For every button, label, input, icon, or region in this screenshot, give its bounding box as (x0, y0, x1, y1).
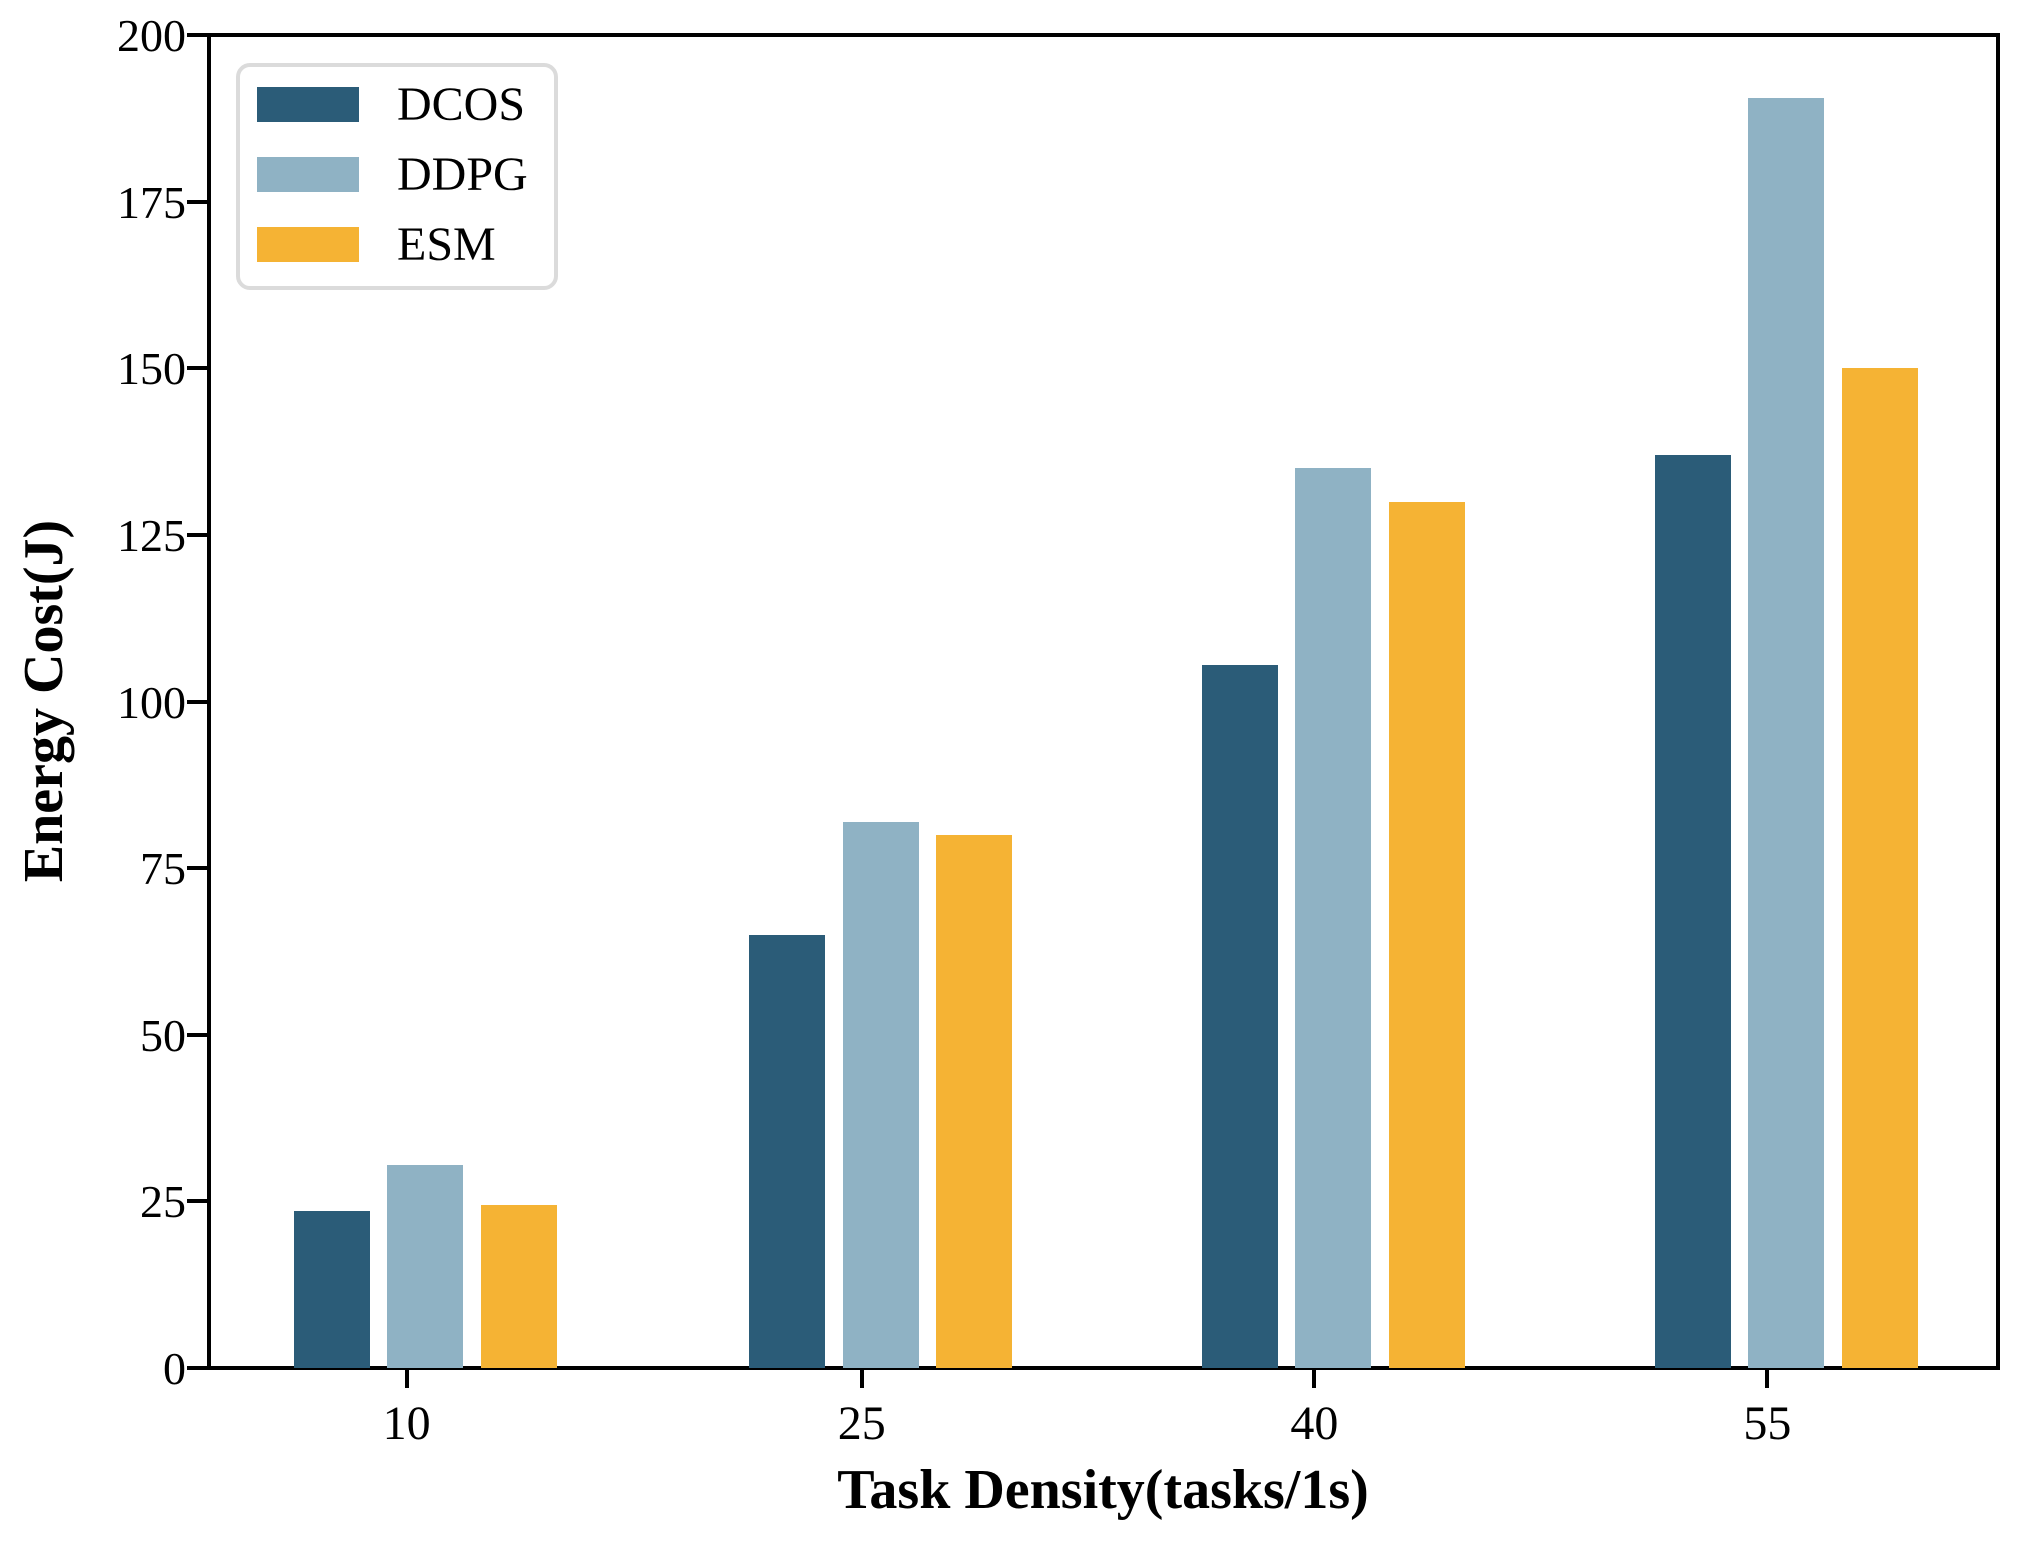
y-tick-label-100: 100 (117, 676, 186, 728)
legend-item-esm: ESM (257, 220, 554, 268)
legend-item-dcos: DCOS (257, 80, 554, 128)
plot-frame (207, 33, 2000, 1370)
x-tick-label-25: 25 (837, 1397, 886, 1450)
y-tick-mark-150 (187, 366, 209, 371)
bar-esm-10 (481, 1204, 557, 1368)
y-tick-label-0: 0 (163, 1343, 186, 1394)
x-tick-mark-10 (404, 1368, 409, 1388)
bar-esm-25 (936, 834, 1013, 1368)
y-tick-label-50: 50 (140, 1009, 186, 1061)
x-tick-mark-55 (1765, 1368, 1770, 1388)
legend-label-esm: ESM (397, 217, 496, 271)
x-tick-mark-40 (1312, 1368, 1317, 1388)
y-tick-label-125: 125 (117, 509, 186, 561)
bar-ddpg-40 (1295, 468, 1372, 1368)
legend-label-dcos: DCOS (397, 77, 526, 131)
legend-swatch-ddpg (257, 157, 359, 192)
y-tick-label-75: 75 (140, 843, 186, 895)
y-tick-label-175: 175 (117, 176, 186, 228)
y-tick-label-25: 25 (140, 1176, 186, 1228)
legend: DCOS DDPG ESM (236, 63, 558, 290)
bar-ddpg-55 (1748, 98, 1825, 1368)
y-tick-label-150: 150 (117, 343, 186, 395)
x-axis-label: Task Density(tasks/1s) (837, 1459, 1369, 1521)
legend-item-ddpg: DDPG (257, 150, 554, 198)
bar-esm-55 (1841, 368, 1918, 1368)
y-tick-mark-100 (187, 699, 209, 704)
y-tick-mark-175 (187, 199, 209, 204)
bar-dcos-10 (293, 1211, 370, 1368)
bar-esm-40 (1388, 501, 1465, 1368)
legend-swatch-dcos (257, 87, 359, 122)
y-tick-mark-200 (187, 33, 209, 37)
bar-ddpg-10 (387, 1164, 464, 1368)
bar-ddpg-25 (842, 821, 919, 1368)
plot-area (209, 35, 1998, 1368)
x-tick-label-55: 55 (1743, 1397, 1792, 1450)
bar-dcos-25 (748, 934, 825, 1368)
x-tick-label-40: 40 (1290, 1397, 1339, 1450)
x-tick-label-10: 10 (382, 1397, 431, 1450)
y-tick-mark-125 (187, 532, 209, 537)
y-tick-mark-75 (187, 866, 209, 871)
y-tick-mark-50 (187, 1032, 209, 1037)
bar-dcos-40 (1201, 664, 1278, 1368)
y-axis-label: Energy Cost(J) (13, 519, 75, 883)
x-tick-mark-25 (859, 1368, 864, 1388)
y-tick-mark-0 (187, 1366, 209, 1370)
legend-label-ddpg: DDPG (397, 147, 528, 201)
y-tick-label-200: 200 (117, 10, 186, 61)
legend-swatch-esm (257, 227, 359, 262)
bar-dcos-55 (1654, 454, 1731, 1368)
y-tick-mark-25 (187, 1199, 209, 1204)
